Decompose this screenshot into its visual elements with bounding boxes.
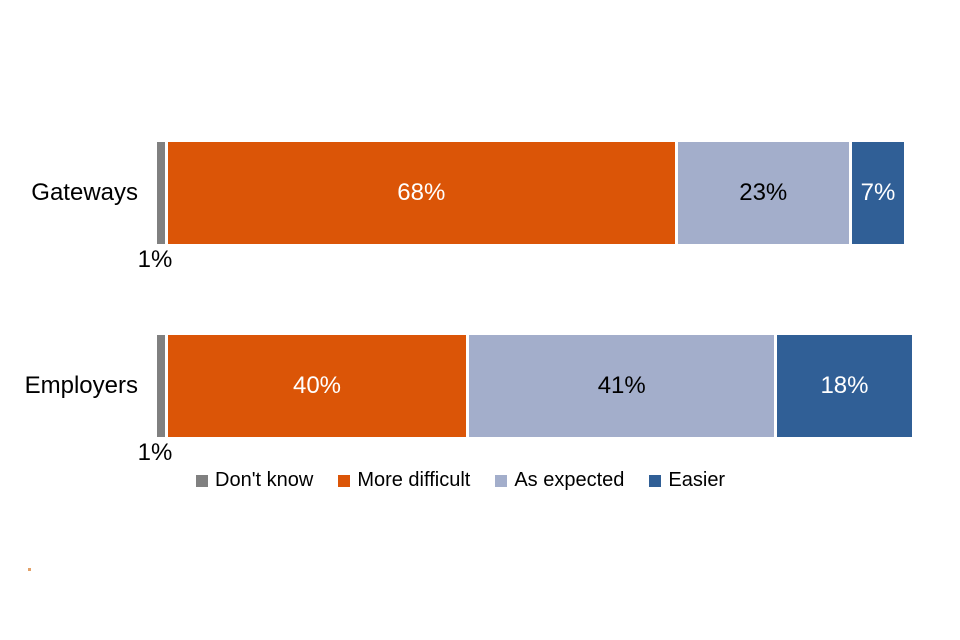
- bar-gateways: 68% 23% 7%: [157, 142, 905, 244]
- legend-swatch-as-expected: [495, 474, 508, 487]
- legend-swatch-more-difficult: [338, 474, 351, 487]
- legend-item-don-t-know: Don't know: [196, 469, 313, 492]
- data-label-dont-know-gateways: 1%: [137, 246, 173, 273]
- category-label-gateways: Gateways: [31, 179, 138, 206]
- segment-easier-employers: 18%: [777, 335, 912, 437]
- data-label-dont-know-employers: 1%: [137, 439, 173, 466]
- data-label-as-expected-employers: 41%: [597, 372, 646, 399]
- stray-pixel-artifact: [28, 568, 31, 571]
- category-label-employers: Employers: [24, 372, 138, 399]
- bar-employers: 40% 41% 18%: [157, 335, 912, 437]
- data-label-as-expected-gateways: 23%: [739, 179, 788, 206]
- legend-item-as-expected: As expected: [495, 469, 624, 492]
- legend-label-as-expected: As expected: [514, 469, 625, 491]
- segment-more-difficult-employers: 40%: [168, 335, 466, 437]
- legend-label-don-t-know: Don't know: [215, 469, 314, 491]
- legend-swatch-easier: [649, 474, 662, 487]
- data-label-easier-gateways: 7%: [860, 179, 896, 206]
- segment-as-expected-employers: 41%: [469, 335, 775, 437]
- legend-label-more-difficult: More difficult: [357, 469, 471, 491]
- legend: Don't know More difficult As expected Easie…: [196, 469, 725, 492]
- segment-don-t-know-employers: [157, 335, 165, 437]
- segment-don-t-know-gateways: [157, 142, 165, 244]
- segment-as-expected-gateways: 23%: [677, 142, 849, 244]
- data-label-more-difficult-employers: 40%: [292, 372, 342, 399]
- legend-label-easier: Easier: [668, 469, 726, 491]
- legend-swatch-don-t-know: [196, 474, 208, 487]
- segment-more-difficult-gateways: 68%: [168, 142, 675, 244]
- data-label-easier-employers: 18%: [820, 372, 869, 399]
- segment-easier-gateways: 7%: [851, 142, 905, 244]
- legend-item-more-difficult: More difficult: [338, 469, 470, 492]
- legend-item-easier: Easier: [649, 469, 725, 492]
- data-label-more-difficult-gateways: 68%: [397, 179, 446, 206]
